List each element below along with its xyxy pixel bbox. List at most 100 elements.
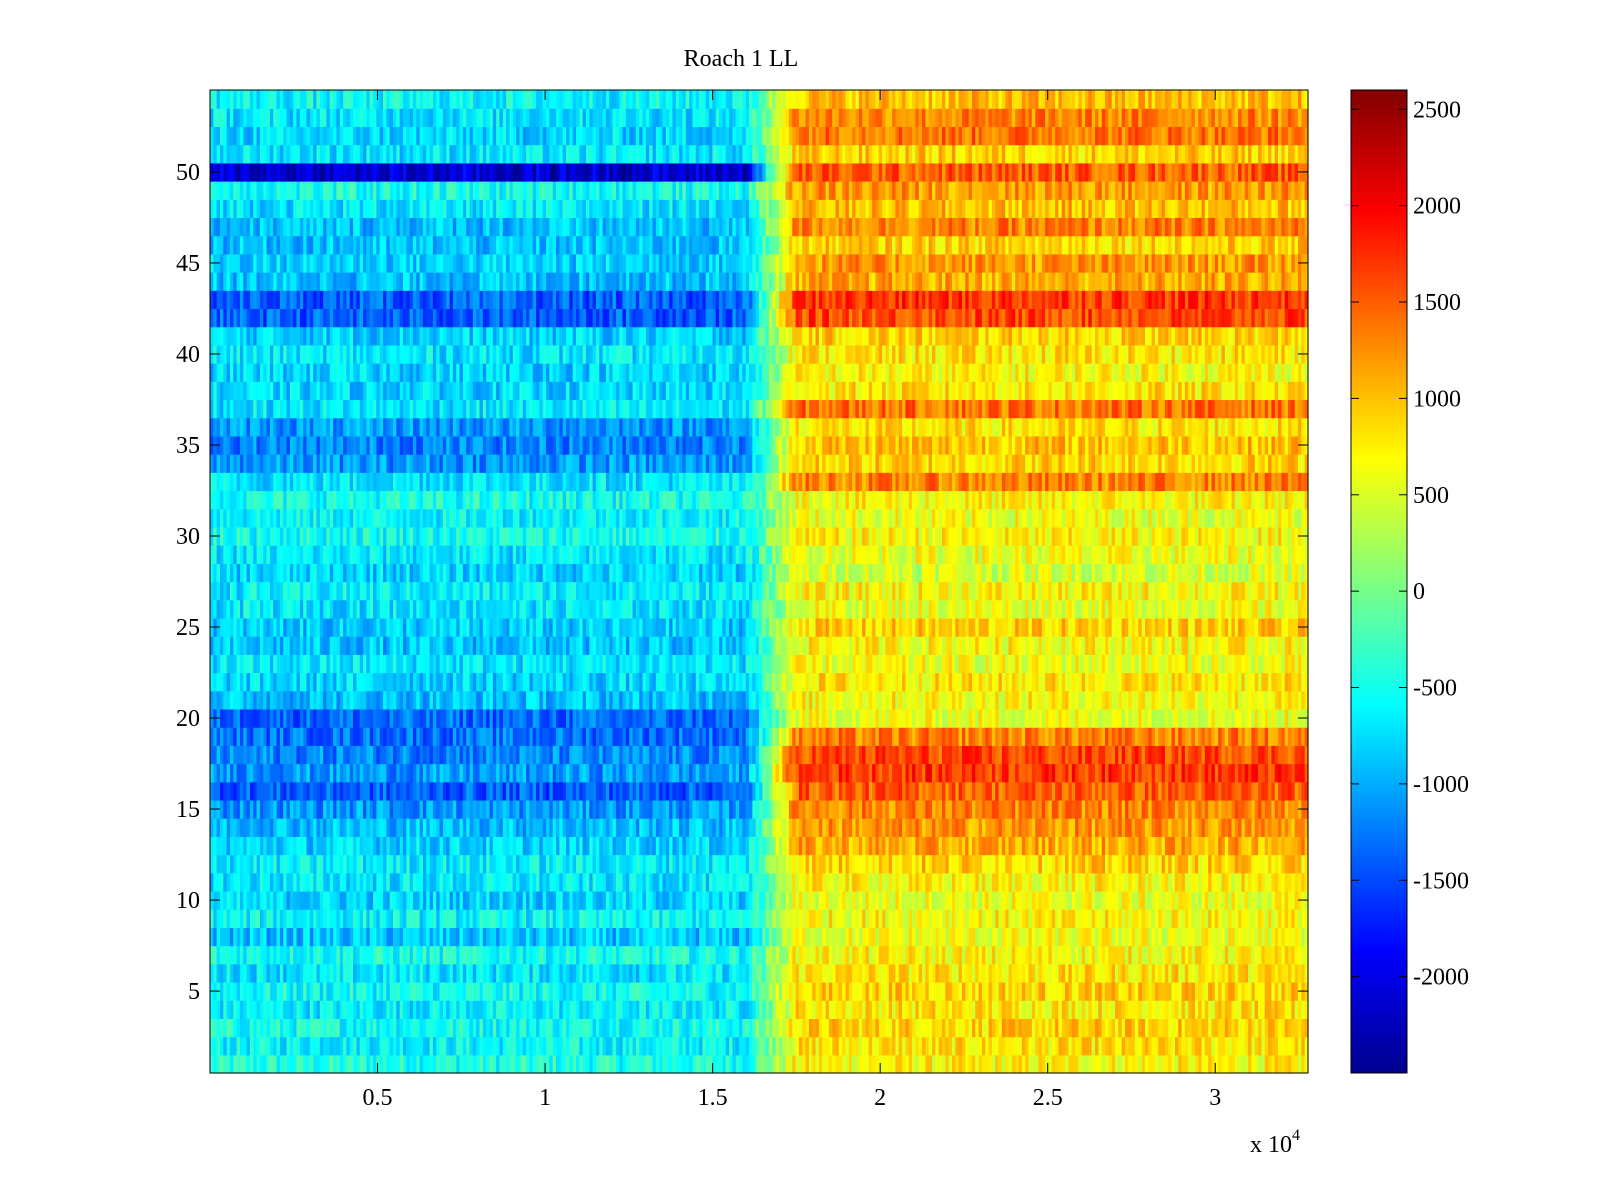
heatmap-cell — [239, 1000, 244, 1019]
heatmap-cell — [659, 1000, 664, 1019]
heatmap-cell — [572, 927, 577, 947]
heatmap-cell — [499, 945, 504, 965]
heatmap-cell — [1068, 981, 1073, 1001]
heatmap-cell — [279, 981, 284, 1001]
heatmap-cell — [246, 981, 251, 1001]
heatmap-cell — [902, 927, 906, 947]
heatmap-cell — [882, 981, 887, 1001]
heatmap-cell — [1184, 1018, 1189, 1038]
heatmap-cell — [1291, 963, 1296, 983]
heatmap-cell — [655, 1036, 660, 1056]
heatmap-cell — [679, 963, 684, 983]
heatmap-cell — [229, 1018, 234, 1038]
heatmap-cell — [426, 945, 431, 965]
heatmap-cell — [329, 981, 334, 1001]
heatmap-cell — [506, 945, 511, 965]
heatmap-cell — [719, 1036, 723, 1056]
heatmap-cell — [542, 1018, 547, 1038]
heatmap-cell — [1055, 981, 1060, 1001]
heatmap-cell — [569, 963, 574, 983]
heatmap-cell — [792, 981, 797, 1001]
heatmap-cell — [825, 963, 830, 983]
heatmap-cell — [882, 945, 887, 965]
heatmap-cell — [419, 945, 424, 965]
heatmap-cell — [542, 963, 547, 983]
heatmap-cell — [532, 963, 537, 983]
heatmap-cell — [862, 1018, 867, 1038]
heatmap-cell — [1204, 1018, 1209, 1038]
heatmap-cell — [659, 1054, 664, 1074]
heatmap-cell — [1115, 963, 1119, 983]
heatmap-cell — [882, 927, 887, 947]
heatmap-cell — [655, 1018, 660, 1038]
heatmap-cell — [675, 963, 680, 983]
heatmap-cell — [363, 945, 367, 965]
heatmap-cell — [246, 945, 251, 965]
heatmap-cell — [971, 981, 976, 1001]
heatmap-cell — [965, 963, 970, 983]
heatmap-cell — [396, 963, 401, 983]
heatmap-cell — [825, 927, 830, 947]
heatmap-cell — [795, 1000, 800, 1019]
heatmap-cell — [446, 1018, 451, 1038]
heatmap-cell — [1131, 963, 1136, 983]
heatmap-cell — [822, 963, 827, 983]
heatmap-cell — [669, 1000, 674, 1019]
heatmap-cell — [1028, 945, 1033, 965]
heatmap-cell — [762, 981, 767, 1001]
heatmap-cell — [905, 963, 910, 983]
heatmap-cell — [1134, 1036, 1139, 1056]
heatmap-cell — [739, 927, 743, 947]
heatmap-cell — [762, 1054, 767, 1074]
heatmap-cell — [908, 945, 913, 965]
heatmap-cell — [409, 963, 414, 983]
heatmap-cell — [412, 1036, 417, 1056]
heatmap-cell — [1248, 981, 1253, 1001]
heatmap-cell — [239, 981, 244, 1001]
heatmap-cell — [965, 1054, 970, 1074]
heatmap-cell — [1168, 1018, 1173, 1038]
heatmap-cell — [442, 1000, 447, 1019]
heatmap-cell — [1228, 963, 1233, 983]
heatmap-cell — [1115, 1000, 1119, 1019]
heatmap-cell — [948, 1018, 953, 1038]
heatmap-cell — [306, 945, 311, 965]
heatmap-cell — [838, 981, 843, 1001]
heatmap-cell — [1158, 981, 1163, 1001]
heatmap-cell — [309, 1036, 314, 1056]
heatmap-cell — [935, 963, 940, 983]
heatmap-cell — [1298, 1054, 1302, 1074]
heatmap-cell — [922, 1054, 926, 1074]
heatmap-cell — [998, 1036, 1003, 1056]
heatmap-cell — [492, 963, 497, 983]
heatmap-cell — [745, 1054, 750, 1074]
heatmap-cell — [955, 1036, 960, 1056]
heatmap-cell — [213, 927, 218, 947]
heatmap-cell — [1111, 1054, 1116, 1074]
heatmap-cell — [386, 927, 391, 947]
heatmap-cell — [808, 927, 813, 947]
heatmap-cell — [366, 1000, 371, 1019]
heatmap-cell — [1138, 1018, 1143, 1038]
heatmap-cell — [319, 1000, 324, 1019]
heatmap-cell — [662, 1000, 667, 1019]
heatmap-cell — [566, 1000, 570, 1019]
heatmap-cell — [536, 927, 540, 947]
heatmap-cell — [971, 963, 976, 983]
heatmap-cell — [842, 1036, 847, 1056]
heatmap-cell — [1204, 963, 1209, 983]
heatmap-cell — [961, 945, 966, 965]
heatmap-cell — [569, 1054, 574, 1074]
heatmap-cell — [386, 1054, 391, 1074]
heatmap-cell — [725, 1000, 730, 1019]
heatmap-cell — [662, 945, 667, 965]
heatmap-cell — [576, 1018, 580, 1038]
heatmap-cell — [1204, 1000, 1209, 1019]
heatmap-cell — [759, 981, 763, 1001]
heatmap-cell — [902, 1018, 906, 1038]
heatmap-cell — [239, 945, 244, 965]
heatmap-cell — [682, 1036, 687, 1056]
heatmap-cell — [276, 963, 281, 983]
heatmap-cell — [319, 945, 324, 965]
heatmap-cell — [635, 981, 640, 1001]
